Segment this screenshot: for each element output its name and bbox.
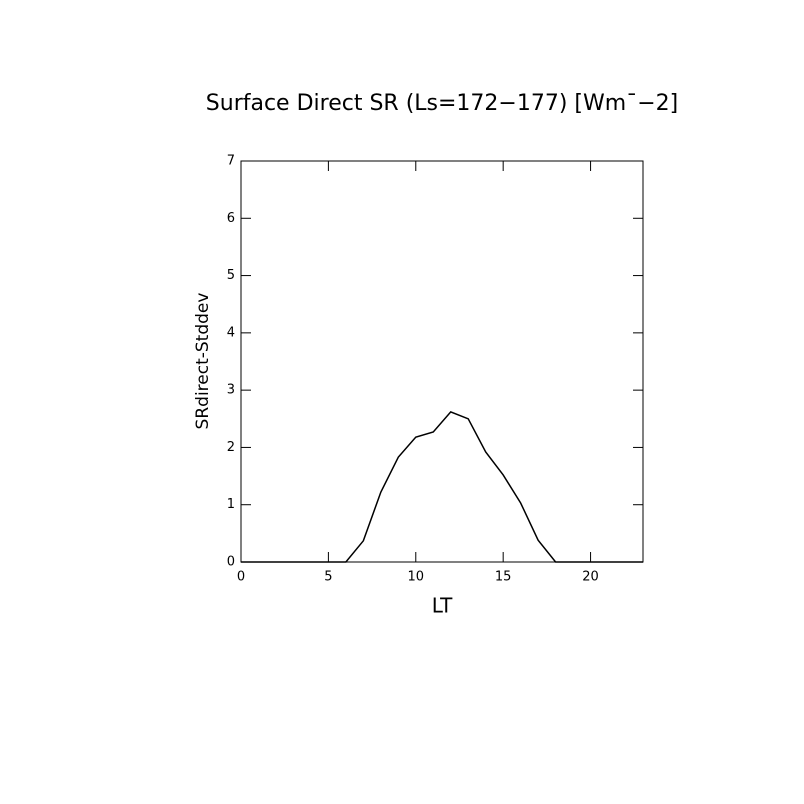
y-tick-label: 6 [227,211,235,226]
y-tick-label: 1 [227,497,235,512]
x-tick-label: 10 [408,570,425,585]
y-tick-label: 2 [227,440,235,455]
chart-title: Surface Direct SR (Ls=172−177) [Wm¯−2] [206,91,678,116]
x-axis-label: LT [432,594,453,618]
x-tick-label: 0 [237,570,245,585]
y-tick-label: 4 [227,325,235,340]
y-tick-label: 0 [227,555,235,570]
plot-frame [240,160,644,563]
x-tick-label: 5 [324,570,332,585]
x-tick-label: 20 [582,570,599,585]
x-tick-label: 15 [495,570,512,585]
y-axis-label: SRdirect-Stddev [193,293,213,430]
y-tick-label: 7 [227,154,235,169]
y-tick-label: 3 [227,383,235,398]
y-tick-label: 5 [227,268,235,283]
data-line [241,411,643,563]
